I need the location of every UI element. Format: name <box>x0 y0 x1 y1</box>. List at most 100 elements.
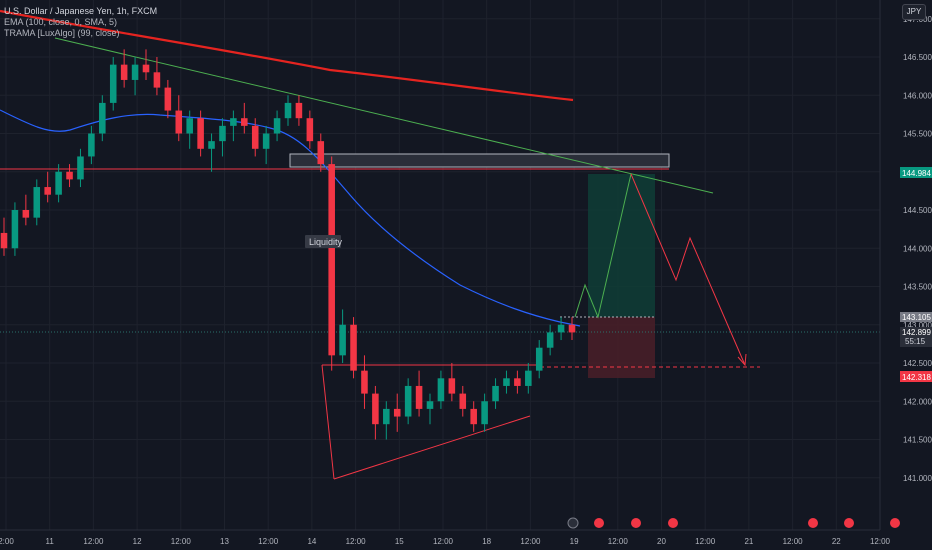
time-tick-label: 2:00 <box>0 537 14 546</box>
price-tick-label: 141.000 <box>903 474 932 483</box>
target-price-text: 144.984 <box>902 169 931 178</box>
time-tick-label: 12:00 <box>258 537 279 546</box>
ascending-support-line <box>333 415 531 480</box>
candle-body <box>557 324 565 333</box>
candle-body <box>306 118 314 142</box>
candle-body <box>437 378 445 402</box>
time-tick-label: 12:00 <box>346 537 367 546</box>
time-tick-label: 12:00 <box>695 537 716 546</box>
stop-price-text: 142.318 <box>902 373 931 382</box>
candle-body <box>251 125 259 149</box>
time-tick-label: 12:00 <box>433 537 454 546</box>
event-flag-icon <box>808 518 818 528</box>
candle-body <box>503 378 510 386</box>
candle-body <box>44 187 51 195</box>
candle-body <box>535 347 543 371</box>
candle-body <box>109 64 117 103</box>
candle-body <box>0 232 8 249</box>
time-tick-label: 12:00 <box>608 537 629 546</box>
event-flag-icon <box>668 518 678 528</box>
price-tick-label: 144.500 <box>903 206 932 215</box>
candle-body <box>470 408 477 425</box>
price-tick-label: 145.500 <box>903 130 932 139</box>
time-tick-label: 12:00 <box>870 537 891 546</box>
candle-body <box>404 385 412 417</box>
candle-body <box>361 370 368 394</box>
event-flag-icon <box>844 518 854 528</box>
candle-body <box>33 187 41 218</box>
bearish-projection <box>630 173 746 366</box>
candle-body <box>208 141 215 149</box>
candles <box>0 49 576 440</box>
price-tick-label: 144.000 <box>903 244 932 253</box>
bullish-projection <box>574 173 632 319</box>
time-axis: 2:00 11 12:00 12 12:00 13 12:00 14 12:00 15 12:00 1… <box>0 537 891 546</box>
candle-body <box>120 64 128 80</box>
price-tick-label: 141.500 <box>903 436 932 445</box>
candle-body <box>383 408 390 425</box>
time-tick-label: 13 <box>220 537 229 546</box>
time-tick-label: 12 <box>133 537 142 546</box>
candle-body <box>350 324 357 371</box>
current-price-tag: 142.899 55:15 <box>900 327 932 347</box>
countdown-text: 55:15 <box>905 337 926 346</box>
candle-body <box>186 118 193 134</box>
candle-body <box>459 393 467 409</box>
supply-zone <box>289 153 670 168</box>
price-tick-label: 146.500 <box>903 53 932 62</box>
price-tick-label: 143.500 <box>903 283 932 292</box>
candle-body <box>164 87 172 111</box>
candle-body <box>393 408 401 417</box>
liquidity-label: Liquidity <box>309 237 343 247</box>
candle-body <box>88 133 95 157</box>
time-tick-label: 15 <box>395 537 404 546</box>
stop-price-tag: 142.318 <box>900 371 932 382</box>
candle-body <box>481 401 488 425</box>
liquidity-label-box <box>305 235 341 248</box>
candle-body <box>284 102 292 119</box>
candle-body <box>55 171 62 195</box>
descending-trendline <box>54 37 714 194</box>
candle-body <box>262 133 270 149</box>
candle-body <box>317 141 325 165</box>
current-price-text: 142.899 <box>902 328 931 337</box>
time-tick-label: 20 <box>657 537 666 546</box>
candle-body <box>448 378 456 394</box>
candle-body <box>273 118 281 134</box>
ema-indicator-label[interactable]: EMA (100, close, 0, SMA, 5) <box>4 17 118 27</box>
candle-body <box>525 370 532 386</box>
stop-zone <box>588 317 655 378</box>
candle-body <box>175 110 183 134</box>
entry-price-text: 143.105 <box>902 313 931 322</box>
time-tick-label: 19 <box>570 537 579 546</box>
candle-body <box>77 156 84 180</box>
trama-indicator-label[interactable]: TRAMA [LuxAlgo] (99, close) <box>4 28 120 38</box>
candle-body <box>230 118 237 126</box>
price-tick-label: 142.500 <box>903 359 932 368</box>
entry-price-tag: 143.105 <box>900 312 932 322</box>
candle-body <box>295 102 303 119</box>
time-tick-label: 12:00 <box>520 537 541 546</box>
price-tick-label: 143.000 <box>903 321 932 330</box>
candle-body <box>426 401 434 409</box>
time-tick-label: 22 <box>832 537 841 546</box>
candle-body <box>492 385 499 402</box>
time-tick-label: 14 <box>307 537 316 546</box>
target-price-tag: 144.984 <box>900 167 932 178</box>
candle-body <box>546 332 554 348</box>
time-tick-label: 12:00 <box>83 537 104 546</box>
time-tick-label: 12:00 <box>171 537 192 546</box>
time-tick-label: 18 <box>482 537 491 546</box>
candle-body <box>339 324 346 356</box>
trama-line <box>0 9 574 102</box>
candle-body <box>241 118 248 126</box>
candle-body <box>131 64 139 80</box>
currency-button[interactable]: JPY <box>902 4 926 20</box>
event-icons <box>567 517 900 529</box>
candle-body <box>22 210 30 218</box>
symbol-title[interactable]: U.S. Dollar / Japanese Yen, 1h, FXCM <box>4 6 158 16</box>
chart-legend: U.S. Dollar / Japanese Yen, 1h, FXCM EMA… <box>4 6 157 39</box>
candle-body <box>99 102 106 134</box>
